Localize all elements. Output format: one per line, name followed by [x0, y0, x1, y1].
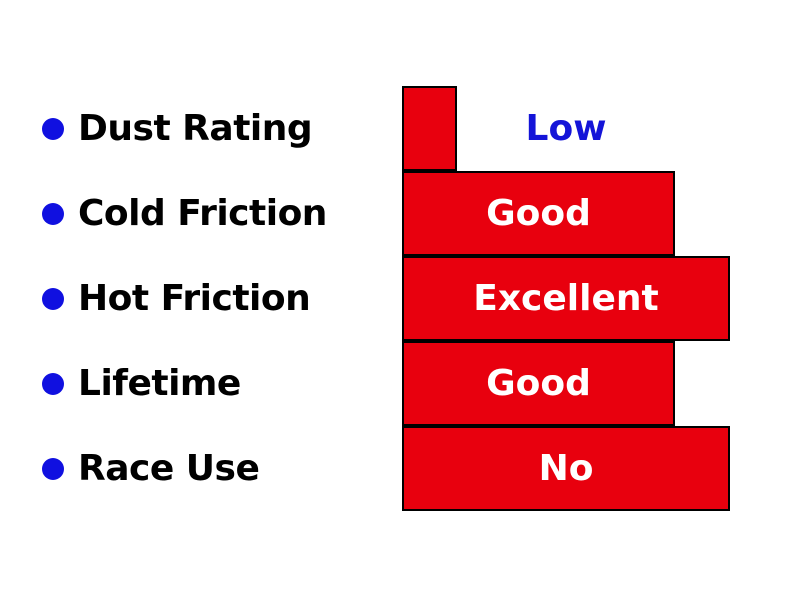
category-label: Dust Rating — [78, 108, 313, 149]
value-label: Excellent — [473, 278, 659, 319]
category-label-row: Dust Rating — [42, 108, 313, 149]
category-label: Lifetime — [78, 363, 241, 404]
bullet-icon — [42, 117, 64, 140]
value-label: No — [538, 448, 594, 489]
bar — [402, 171, 675, 256]
bullet-icon — [42, 372, 64, 395]
category-label: Hot Friction — [78, 278, 311, 319]
bullet-icon — [42, 287, 64, 310]
category-label-row: Cold Friction — [42, 193, 327, 234]
bullet-icon — [42, 457, 64, 480]
bar — [402, 426, 730, 511]
bullet-icon — [42, 202, 64, 225]
bar — [402, 341, 675, 426]
category-label: Race Use — [78, 448, 260, 489]
category-label-row: Lifetime — [42, 363, 241, 404]
value-label: Good — [486, 363, 591, 404]
bar — [402, 86, 457, 171]
category-label: Cold Friction — [78, 193, 327, 234]
category-label-row: Race Use — [42, 448, 260, 489]
value-label: Good — [486, 193, 591, 234]
category-label-row: Hot Friction — [42, 278, 311, 319]
value-label: Low — [525, 108, 607, 149]
bar — [402, 256, 730, 341]
